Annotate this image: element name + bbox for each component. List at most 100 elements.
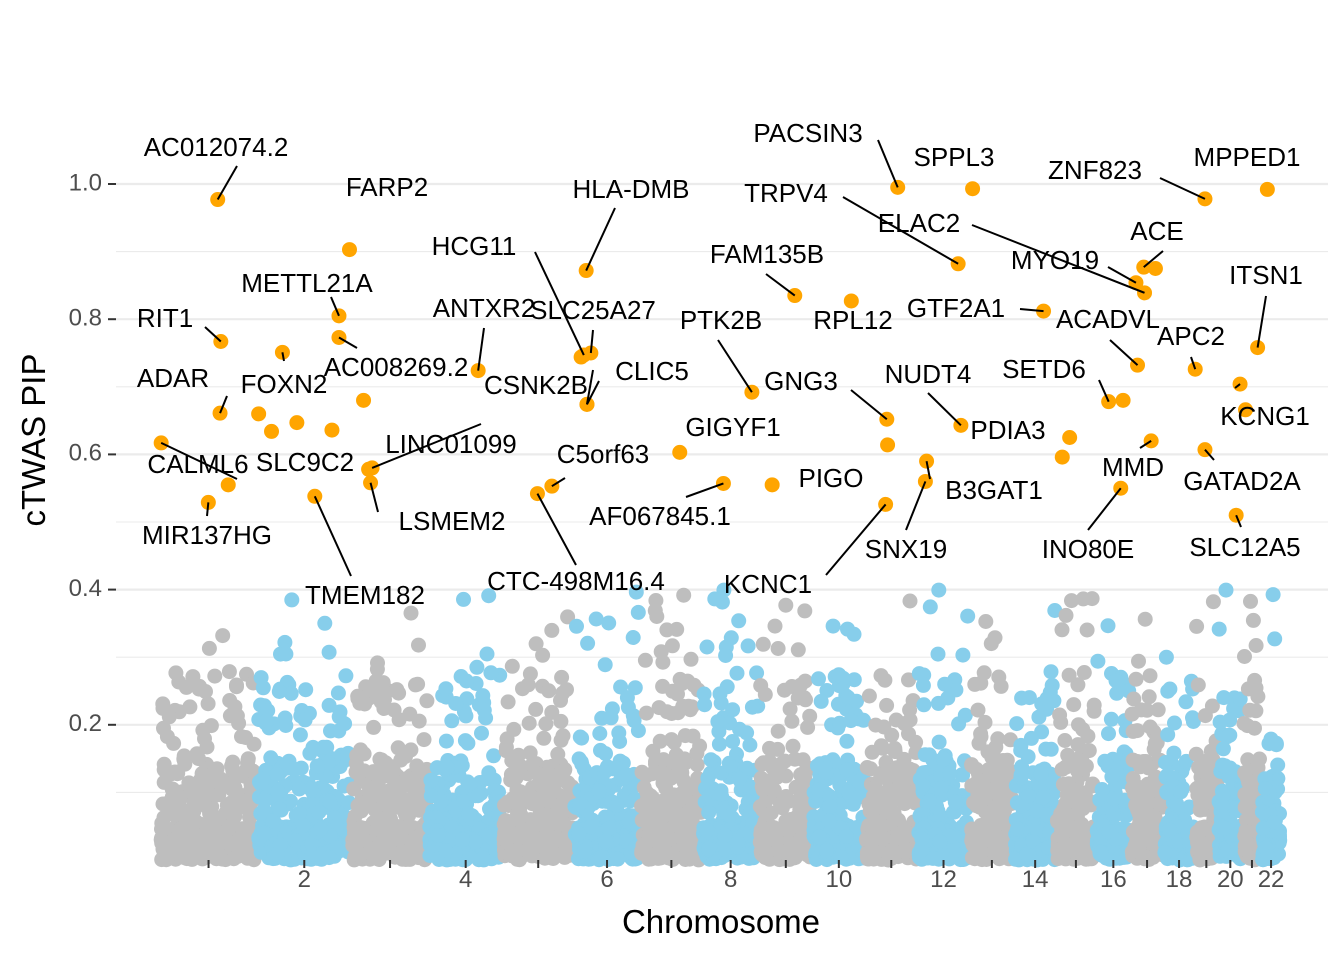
gene-point — [528, 701, 544, 717]
gene-point — [448, 696, 464, 711]
gene-point — [520, 677, 536, 693]
gene-point — [286, 761, 302, 777]
gene-point — [366, 719, 382, 735]
gene-point — [1014, 690, 1030, 706]
gene-point — [722, 758, 738, 774]
gene-point — [357, 795, 373, 811]
gene-point — [226, 851, 242, 867]
gene-point — [346, 781, 362, 797]
gene-point — [839, 762, 855, 778]
gene-point — [637, 652, 653, 668]
gene-point — [337, 716, 353, 732]
gene-point — [468, 834, 483, 850]
gene-point — [689, 745, 705, 761]
gene-point — [1093, 844, 1109, 860]
gene-point — [868, 717, 884, 733]
gene-point — [553, 732, 569, 748]
gene-point — [481, 588, 497, 604]
gene-point — [861, 688, 877, 704]
gene-point — [636, 837, 652, 853]
gene-point — [951, 716, 967, 732]
gene-point — [229, 677, 244, 693]
gene-point — [297, 712, 313, 728]
gene-point — [653, 810, 669, 826]
gene-point — [221, 664, 237, 680]
gene-point — [625, 630, 641, 645]
gene-point — [901, 726, 916, 742]
gene-point — [666, 734, 682, 750]
gene-point — [778, 597, 794, 613]
gene-point — [653, 644, 669, 660]
gene-point — [155, 696, 171, 712]
gene-point — [265, 813, 281, 829]
gene-point — [1128, 671, 1144, 687]
gene-point — [960, 608, 976, 624]
gene-point — [630, 604, 646, 620]
gene-point — [767, 618, 783, 634]
gene-point — [503, 772, 519, 788]
gene-point — [317, 615, 333, 631]
gene-point — [222, 708, 238, 724]
gene-point — [571, 751, 587, 767]
gene-point — [696, 686, 712, 702]
gene-point — [533, 807, 549, 823]
gene-point — [742, 737, 758, 753]
gene-point — [942, 765, 958, 781]
gene-point — [684, 699, 700, 715]
gene-point — [683, 651, 699, 667]
gene-point — [291, 805, 307, 821]
gene-point — [987, 630, 1003, 646]
gene-point — [922, 793, 937, 809]
gene-point — [501, 815, 517, 831]
gene-point — [840, 689, 856, 705]
gene-point — [609, 797, 625, 813]
gene-point — [895, 792, 911, 808]
gene-point — [1162, 681, 1178, 697]
gene-point — [1058, 822, 1074, 838]
gene-point — [1023, 730, 1039, 746]
gene-point — [366, 850, 382, 866]
gene-point — [902, 702, 918, 718]
gene-point — [321, 850, 337, 866]
gene-point — [1021, 788, 1036, 804]
gene-point — [411, 763, 427, 779]
gene-point — [790, 642, 806, 658]
gene-point — [1055, 776, 1071, 792]
gene-point — [1081, 743, 1097, 759]
gene-point — [970, 781, 985, 797]
gene-point — [411, 802, 427, 818]
gene-point — [156, 762, 172, 778]
gene-point — [460, 774, 476, 790]
gene-point — [604, 701, 620, 717]
gene-point — [1131, 653, 1146, 669]
gene-point — [838, 829, 854, 844]
gene-point — [207, 668, 223, 684]
gene-point — [198, 684, 213, 699]
gene-point — [662, 847, 678, 863]
gene-point — [538, 820, 554, 835]
gene-point — [810, 758, 825, 774]
gene-point — [530, 766, 546, 782]
gene-point — [349, 748, 365, 764]
gene-point — [652, 831, 668, 847]
gene-point — [813, 693, 829, 709]
gene-point — [880, 763, 896, 778]
gene-point — [330, 685, 346, 701]
gene-point — [572, 729, 588, 745]
gene-point — [778, 790, 794, 806]
gene-point — [647, 603, 663, 619]
gene-point — [156, 720, 171, 736]
gene-point — [1189, 618, 1205, 634]
gene-point — [580, 635, 596, 651]
gene-point — [553, 713, 569, 729]
gene-point — [846, 626, 862, 642]
gene-point — [640, 807, 656, 823]
gene-point — [717, 828, 733, 843]
gene-point — [375, 824, 391, 840]
gene-point — [470, 788, 486, 804]
gene-point — [879, 697, 895, 713]
gene-point — [538, 716, 554, 732]
gene-point — [444, 713, 460, 729]
gene-point — [785, 738, 801, 754]
